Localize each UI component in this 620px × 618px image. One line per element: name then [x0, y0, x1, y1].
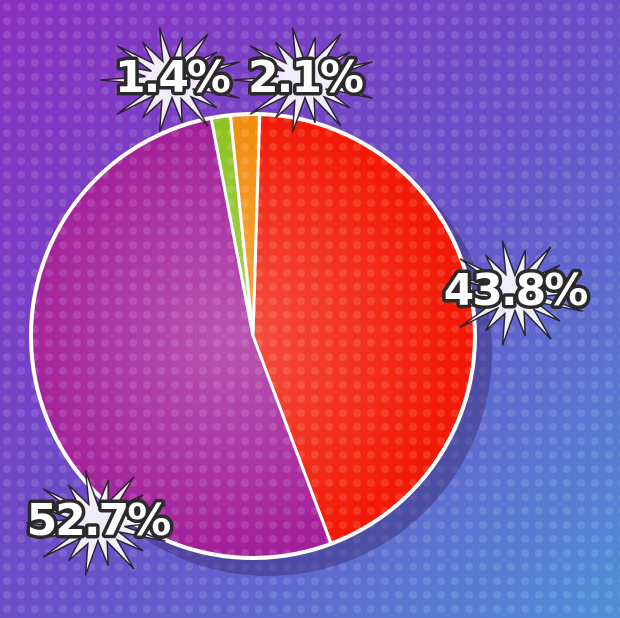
value-label: 1.4% — [115, 52, 230, 103]
value-label: 52.7% — [27, 495, 171, 546]
pie-shine — [31, 114, 475, 558]
chart: 43.8% 52.7% 1.4% 2.1% — [0, 0, 620, 618]
page: 43.8%52.7%1.4%2.1% (() => { const data =… — [0, 0, 620, 618]
value-label: 43.8% — [444, 265, 588, 316]
value-label: 2.1% — [248, 52, 363, 103]
